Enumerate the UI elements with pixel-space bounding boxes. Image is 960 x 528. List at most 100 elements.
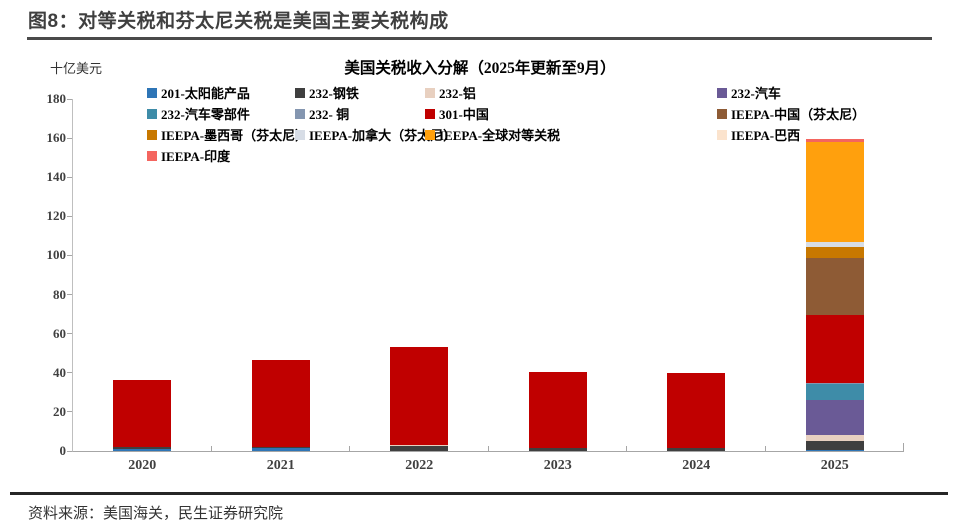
bar-segment xyxy=(805,141,864,143)
title-underline xyxy=(27,37,932,40)
bar-segment xyxy=(528,371,587,448)
x-axis-label: 2024 xyxy=(682,458,711,473)
legend-item: IEEPA-中国（芬太尼） xyxy=(717,105,865,122)
y-axis-tick-label: 20 xyxy=(53,403,66,419)
bar-segment xyxy=(390,445,449,451)
legend-swatch-icon xyxy=(147,150,157,161)
plot-area: 0 20 40 60 80 100 120 140 160 180 2020 2021 2022 2023… xyxy=(47,91,904,473)
y-axis-tick xyxy=(67,215,72,217)
bar-2021 xyxy=(251,360,310,451)
y-axis-tick xyxy=(67,372,72,374)
x-axis-tick xyxy=(349,446,350,451)
bar-segment xyxy=(805,400,864,436)
x-axis-label: 2021 xyxy=(266,458,295,473)
legend-swatch-icon xyxy=(717,129,727,140)
legend-label: IEEPA-加拿大（芬太尼） xyxy=(309,128,457,143)
x-axis-tick xyxy=(764,446,766,451)
bar-segment xyxy=(805,440,864,451)
legend-label: IEEPA-印度 xyxy=(161,149,231,164)
legend-swatch-icon xyxy=(147,129,157,140)
y-axis-tick-label: 40 xyxy=(53,364,66,380)
bar-segment xyxy=(251,448,310,451)
legend-swatch-icon xyxy=(717,87,727,98)
y-axis-tick xyxy=(67,98,72,100)
x-axis-tick xyxy=(626,446,627,451)
x-axis-tick xyxy=(903,443,904,451)
bar-segment xyxy=(805,246,864,258)
chart-title: 美国关税收入分解（2025年更新至9月） xyxy=(344,60,616,77)
bar-2025 xyxy=(805,139,864,451)
legend: 201-太阳能产品 232-钢铁 232-铝 232-汽车 232-汽车零部件 232- … xyxy=(147,84,865,164)
y-axis-tick xyxy=(67,254,72,256)
y-axis-tick xyxy=(67,333,72,335)
legend-swatch-icon xyxy=(295,108,305,119)
bar-segment xyxy=(113,379,172,448)
y-axis-tick-label: 80 xyxy=(53,286,66,302)
bar-segment xyxy=(251,446,310,449)
y-axis-tick-label: 0 xyxy=(59,443,67,458)
footer-divider xyxy=(10,492,948,495)
legend-item: 232-汽车零部件 xyxy=(147,105,295,122)
legend-item: IEEPA-加拿大（芬太尼） xyxy=(295,126,456,143)
legend-label: 232-铝 xyxy=(439,86,476,101)
legend-label: IEEPA-巴西 xyxy=(731,128,801,143)
legend-swatch-icon xyxy=(295,87,305,98)
y-axis-tick xyxy=(67,176,72,178)
bar-segment xyxy=(528,447,587,451)
bar-segment xyxy=(251,360,310,447)
bar-segment xyxy=(805,384,864,401)
legend-label: 232-汽车 xyxy=(731,86,781,101)
legend-item: 232-铝 xyxy=(425,84,717,101)
bar-segment xyxy=(805,435,864,441)
y-axis-tick-label: 140 xyxy=(46,169,67,185)
legend-swatch-icon xyxy=(425,87,435,98)
bar-segment xyxy=(113,447,172,449)
bar-segment xyxy=(113,448,172,451)
legend-swatch-icon xyxy=(717,108,727,119)
legend-item: IEEPA-全球对等关税 xyxy=(425,126,717,143)
figure-title: 图8：对等关税和芬太尼关税是美国主要关税构成 xyxy=(28,11,449,32)
y-axis-tick-label: 120 xyxy=(46,208,67,224)
legend-item: 201-太阳能产品 xyxy=(147,84,295,101)
legend-item: 232-钢铁 xyxy=(295,84,425,101)
legend-item: 301-中国 xyxy=(425,105,717,122)
legend-swatch-icon xyxy=(425,129,435,140)
legend-item: IEEPA-印度 xyxy=(147,147,295,164)
legend-label: 232- 铜 xyxy=(309,107,350,122)
y-axis-tick xyxy=(67,294,72,296)
y-axis-tick-label: 160 xyxy=(46,130,67,146)
legend-swatch-icon xyxy=(147,108,157,119)
legend-label: 232-汽车零部件 xyxy=(161,107,250,122)
x-axis-label: 2022 xyxy=(405,458,434,473)
bar-segment xyxy=(667,373,726,449)
bar-2024 xyxy=(667,373,726,451)
bar-segment xyxy=(667,448,726,451)
legend-swatch-icon xyxy=(425,108,435,119)
legend-label: IEEPA-墨西哥（芬太尼） xyxy=(161,128,309,143)
bar-segment xyxy=(805,142,864,243)
bar-2022 xyxy=(390,347,449,451)
bar-segment xyxy=(805,139,864,142)
y-axis-unit-label: 十亿美元 xyxy=(50,61,103,76)
legend-label: 201-太阳能产品 xyxy=(161,86,250,101)
x-axis-label: 2025 xyxy=(820,458,849,473)
legend-item: IEEPA-巴西 xyxy=(717,126,865,143)
legend-item: IEEPA-墨西哥（芬太尼） xyxy=(147,126,308,143)
legend-label: 301-中国 xyxy=(439,107,489,122)
legend-swatch-icon xyxy=(147,87,157,98)
bar-segment xyxy=(805,315,864,384)
x-axis-tick xyxy=(210,446,212,451)
legend-swatch-icon xyxy=(295,129,305,140)
y-axis-tick xyxy=(67,137,72,139)
y-axis-tick-label: 100 xyxy=(46,247,67,263)
bar-segment xyxy=(805,257,864,316)
x-axis-label: 2020 xyxy=(128,458,157,473)
source-note: 资料来源：美国海关，民生证券研究院 xyxy=(28,505,284,522)
y-axis-tick-label: 180 xyxy=(46,91,67,106)
legend-label: 232-钢铁 xyxy=(309,86,359,101)
x-axis-tick xyxy=(487,446,489,451)
y-axis-tick xyxy=(67,450,72,452)
legend-label: IEEPA-中国（芬太尼） xyxy=(731,107,866,122)
y-axis-tick xyxy=(67,411,72,413)
bar-segment xyxy=(390,347,449,445)
